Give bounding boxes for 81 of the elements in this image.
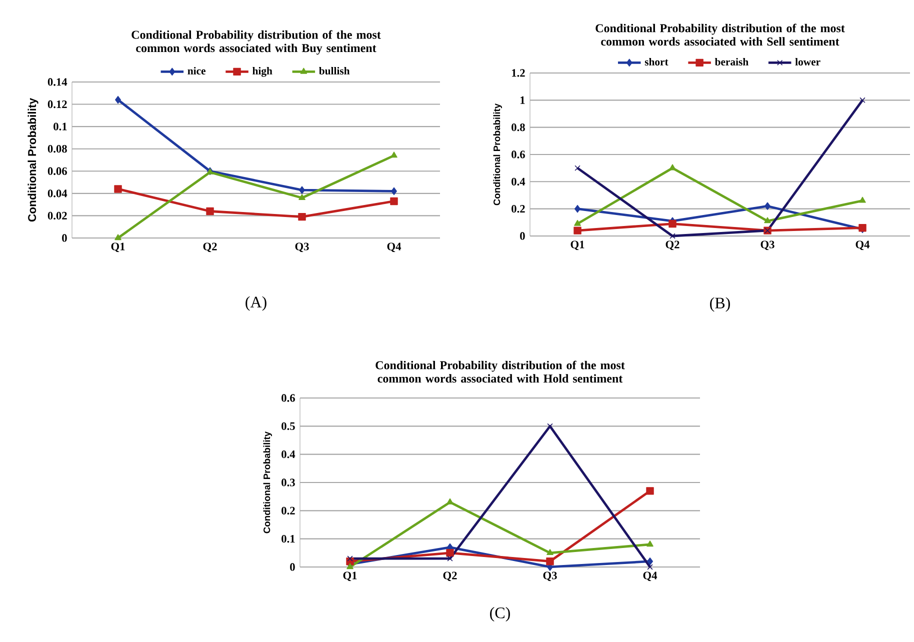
point	[646, 487, 654, 495]
legend-label: beraish	[714, 58, 748, 66]
text: (A)	[246, 296, 266, 311]
y-tick-label: 0	[520, 232, 525, 240]
point	[647, 557, 653, 566]
point	[206, 207, 214, 216]
point	[546, 549, 554, 556]
y-tick-label: 0	[290, 563, 295, 571]
text: (B)	[710, 297, 730, 312]
point	[574, 165, 580, 171]
chart-title: Conditional Probability distribution of the most common words associated with Sell sentiment	[596, 24, 845, 46]
point	[859, 196, 866, 203]
point	[391, 187, 397, 196]
point	[574, 204, 580, 213]
point	[446, 498, 454, 504]
point	[647, 564, 653, 570]
x-tick-label: Q3	[760, 240, 774, 250]
y-tick-label: 0.4	[282, 450, 296, 458]
point	[347, 556, 353, 562]
point	[574, 226, 582, 234]
legend-label: nice	[188, 66, 206, 74]
x-tick-label: Q1	[343, 572, 357, 582]
y-tick-label: 0.04	[48, 190, 68, 198]
x-tick-label: Q1	[111, 242, 125, 252]
point	[299, 186, 305, 194]
y-tick-label: 0.12	[48, 100, 67, 108]
x-tick-label: Q1	[570, 240, 584, 250]
point	[447, 556, 453, 562]
point	[115, 96, 122, 104]
point	[860, 97, 866, 104]
point	[390, 152, 398, 158]
x-tick-label: Q4	[856, 240, 870, 250]
point	[446, 549, 454, 557]
y-axis-title: Conditional Probability	[493, 103, 502, 206]
y-axis-title: Conditional Probability	[263, 431, 272, 534]
y-tick-label: 0	[62, 234, 67, 242]
y-tick-label: 0.2	[512, 204, 525, 213]
y-tick-label: 1.2	[512, 69, 525, 77]
y-tick-label: 0.6	[512, 150, 525, 158]
x-tick-label: Q2	[443, 572, 457, 582]
y-tick-label: 0.4	[512, 178, 526, 186]
point	[298, 194, 306, 200]
point	[114, 234, 122, 240]
y-tick-label: 1	[520, 96, 525, 104]
y-tick-label: 0.1	[54, 122, 67, 130]
point	[574, 220, 581, 226]
y-tick-label: 0.1	[282, 534, 295, 543]
y-tick-label: 0.3	[282, 478, 295, 486]
x-tick-label: Q3	[543, 572, 557, 582]
line-series	[574, 97, 866, 239]
x-tick-label: Q2	[203, 242, 217, 252]
point	[764, 217, 771, 224]
y-tick-label: 0.8	[512, 123, 525, 132]
point	[764, 202, 770, 210]
x-tick-label: Q3	[295, 242, 309, 252]
y-axis-title: Conditional Probability	[28, 98, 38, 222]
point	[390, 197, 398, 206]
legend-label: high	[252, 66, 272, 77]
x-tick-label: Q2	[666, 240, 680, 250]
point	[668, 220, 676, 228]
y-tick-label: 0.2	[282, 506, 295, 515]
y-tick-label: 0.14	[48, 78, 68, 86]
text: (C)	[490, 607, 510, 622]
y-tick-label: 0.6	[282, 394, 295, 402]
legend-label: lower	[795, 58, 820, 66]
point	[114, 185, 122, 193]
legend-label: bullish	[319, 66, 350, 75]
legend-label: short	[644, 58, 668, 66]
x-tick-label: Q4	[387, 242, 402, 252]
y-tick-label: 0.5	[282, 422, 295, 430]
y-tick-label: 0.02	[48, 212, 67, 220]
point	[646, 540, 654, 547]
chart-title: Conditional Probability distribution of the most common words associated with Hold sentiment	[376, 360, 625, 383]
point	[298, 212, 306, 221]
y-tick-label: 0.06	[48, 167, 67, 175]
point	[669, 164, 676, 170]
chart-title: Conditional Probability distribution of the most common words associated with Buy sentiment	[132, 30, 381, 55]
point	[346, 563, 354, 570]
x-tick-label: Q4	[643, 572, 658, 582]
y-tick-label: 0.08	[48, 145, 67, 153]
point	[546, 557, 554, 566]
